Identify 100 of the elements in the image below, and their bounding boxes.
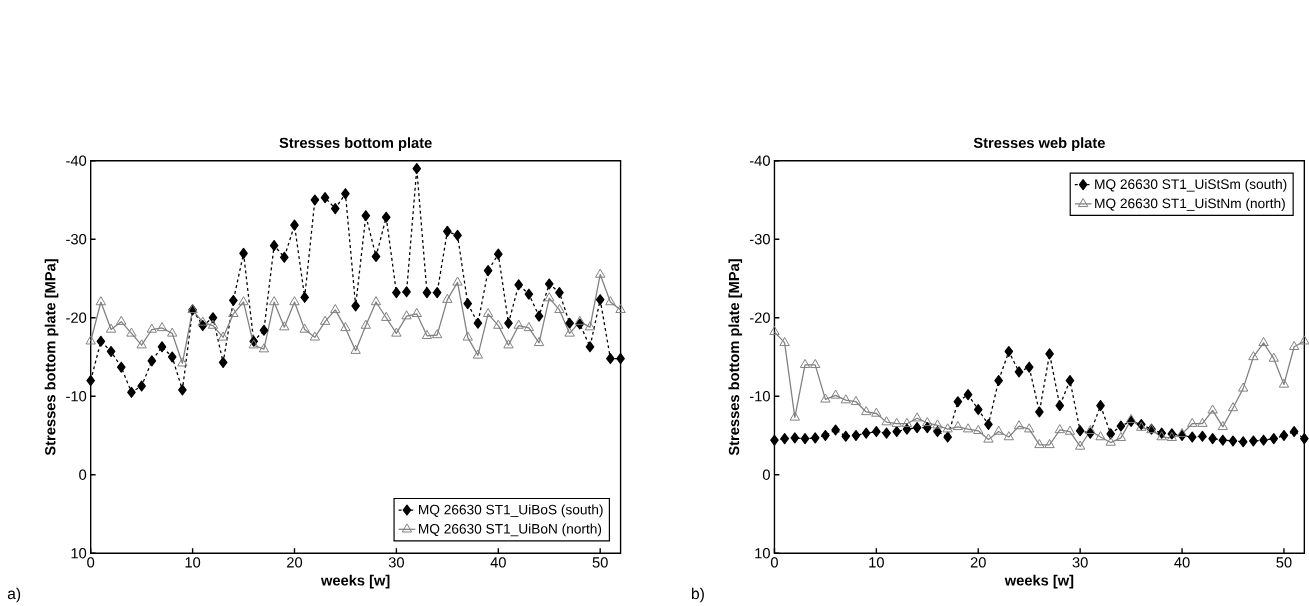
y-tick-label: 10 xyxy=(755,548,770,559)
point xyxy=(789,411,800,421)
y-tick-label: -10 xyxy=(749,391,770,402)
x-tick-label: 50 xyxy=(592,557,608,568)
point xyxy=(443,226,452,238)
point xyxy=(1045,348,1054,360)
x-tick-label: 0 xyxy=(770,557,778,568)
point xyxy=(1187,418,1198,428)
point xyxy=(218,357,228,369)
point xyxy=(402,286,411,298)
point xyxy=(391,327,402,337)
point xyxy=(585,341,595,353)
point xyxy=(116,361,126,373)
point xyxy=(1096,400,1105,412)
x-tick-label: 50 xyxy=(1276,557,1292,568)
point xyxy=(381,211,391,224)
point xyxy=(483,265,493,277)
point xyxy=(1095,431,1106,441)
point xyxy=(431,329,443,339)
point xyxy=(330,203,340,215)
point xyxy=(503,339,514,349)
point xyxy=(1044,439,1055,449)
point xyxy=(239,248,248,260)
point xyxy=(769,326,780,336)
point xyxy=(616,353,625,365)
point xyxy=(533,337,545,347)
point xyxy=(850,396,862,406)
point xyxy=(178,384,187,396)
y-tick-label: -40 xyxy=(66,155,87,167)
point xyxy=(891,418,902,428)
point xyxy=(85,335,96,345)
y-tick-label: -20 xyxy=(66,312,87,324)
x-tick-label: 20 xyxy=(287,557,303,568)
point xyxy=(156,322,168,332)
point xyxy=(238,296,249,306)
point xyxy=(861,427,871,439)
point xyxy=(473,317,483,330)
point xyxy=(790,432,800,444)
point xyxy=(800,433,810,445)
point xyxy=(994,375,1003,387)
point xyxy=(1003,431,1014,441)
point xyxy=(1208,433,1217,445)
point xyxy=(258,343,270,353)
point xyxy=(523,322,535,332)
point xyxy=(963,389,973,401)
point xyxy=(341,188,350,200)
point xyxy=(554,304,565,314)
point xyxy=(116,316,127,326)
point xyxy=(984,419,993,431)
point xyxy=(381,312,392,322)
point xyxy=(137,380,146,392)
y-tick-label: 0 xyxy=(79,469,87,481)
x-tick-label: 40 xyxy=(490,557,506,568)
point xyxy=(1054,424,1065,434)
point xyxy=(360,319,371,329)
point xyxy=(1218,434,1228,446)
point xyxy=(1166,432,1178,442)
point xyxy=(106,346,116,358)
point xyxy=(799,359,811,369)
point xyxy=(1156,431,1167,441)
point xyxy=(422,287,432,299)
legend-label: MQ 26630 ST1_UiStSm (south) xyxy=(1095,179,1287,192)
point xyxy=(1065,375,1075,387)
point xyxy=(1238,382,1249,392)
text: b) xyxy=(691,587,704,603)
point xyxy=(555,287,564,299)
x-tick-label: 20 xyxy=(970,557,986,568)
x-tick-label: 10 xyxy=(185,557,201,568)
point xyxy=(248,339,259,349)
y-tick-label: -30 xyxy=(66,234,87,245)
point xyxy=(1248,351,1259,361)
point xyxy=(821,430,830,442)
point xyxy=(534,310,544,322)
point xyxy=(127,387,136,399)
point xyxy=(320,192,330,204)
point xyxy=(290,219,299,231)
y-tick-label: -40 xyxy=(749,155,770,167)
point xyxy=(95,296,107,306)
point xyxy=(411,308,422,318)
point xyxy=(412,163,422,175)
point xyxy=(340,322,351,332)
point xyxy=(1228,435,1238,447)
point xyxy=(831,424,840,436)
point xyxy=(493,248,503,260)
point xyxy=(218,331,229,341)
point xyxy=(810,359,821,369)
point xyxy=(1279,430,1289,442)
point xyxy=(973,404,983,416)
point xyxy=(1249,435,1258,447)
point xyxy=(1105,436,1116,446)
x-tick-label: 40 xyxy=(1174,557,1190,568)
point xyxy=(1269,433,1279,445)
point xyxy=(330,304,341,314)
chart-title: Stresses bottom plate xyxy=(279,137,432,152)
point xyxy=(1035,406,1044,418)
point xyxy=(229,295,238,307)
point xyxy=(1207,404,1218,414)
point xyxy=(370,296,382,306)
point xyxy=(1258,337,1269,347)
point xyxy=(442,294,453,304)
